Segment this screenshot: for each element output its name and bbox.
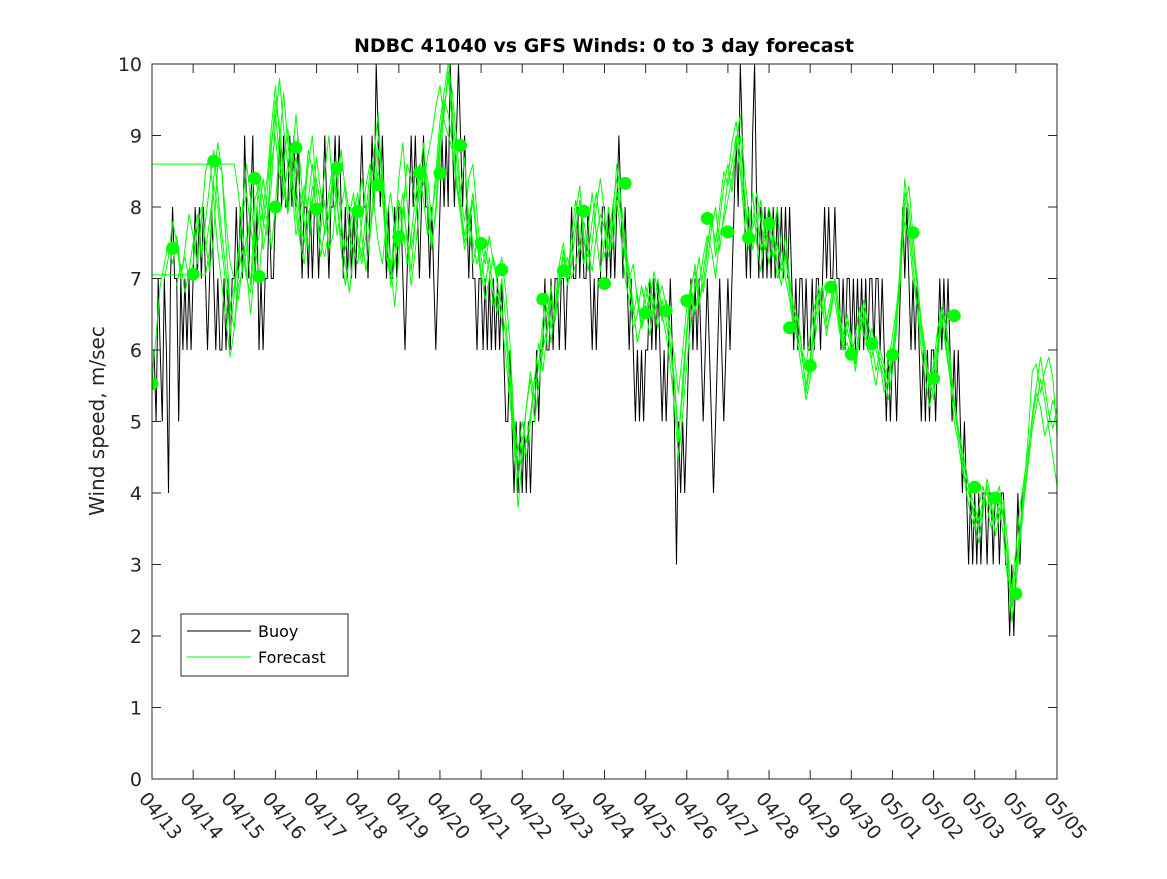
forecast-marker-18 <box>495 263 509 277</box>
forecast-marker-32 <box>803 359 817 373</box>
y-tick-label: 0 <box>130 769 142 791</box>
y-tick-label: 3 <box>130 555 142 577</box>
forecast-marker-7 <box>268 200 282 214</box>
y-tick-label: 1 <box>130 698 142 720</box>
forecast-marker-2 <box>166 242 180 255</box>
forecast-marker-26 <box>680 294 694 308</box>
forecast-marker-15 <box>433 166 447 180</box>
forecast-marker-40 <box>968 480 982 494</box>
forecast-marker-1 <box>152 377 159 391</box>
forecast-marker-9 <box>310 202 323 216</box>
forecast-marker-6 <box>252 269 266 283</box>
forecast-marker-34 <box>844 347 858 361</box>
forecast-marker-35 <box>865 337 879 351</box>
y-tick-label: 6 <box>130 340 142 362</box>
forecast-marker-38 <box>927 372 941 386</box>
forecast-run-line-6 <box>205 99 1057 622</box>
forecast-marker-11 <box>351 204 365 218</box>
y-axis-label: Wind speed, m/sec <box>85 326 109 516</box>
forecast-run-line-4 <box>163 78 1057 594</box>
y-tick-label: 4 <box>130 483 142 505</box>
forecast-marker-28 <box>721 225 735 239</box>
forecast-marker-39 <box>947 309 961 323</box>
legend: Buoy Forecast <box>180 613 349 677</box>
forecast-marker-42 <box>1009 587 1023 601</box>
forecast-marker-12 <box>371 178 385 192</box>
forecast-marker-23 <box>618 176 632 190</box>
forecast-marker-36 <box>886 348 899 362</box>
y-axis-ticks: 0 1 2 3 4 5 6 7 8 9 10 <box>118 54 1057 791</box>
forecast-marker-37 <box>906 226 920 240</box>
forecast-marker-30 <box>762 216 776 230</box>
forecast-marker-19 <box>536 292 550 306</box>
forecast-marker-10 <box>330 161 344 175</box>
forecast-marker-8 <box>289 141 303 155</box>
forecast-marker-22 <box>598 277 611 290</box>
forecast-marker-16 <box>454 139 467 152</box>
forecast-marker-25 <box>659 304 673 318</box>
legend-box <box>180 613 349 677</box>
y-tick-label: 8 <box>130 197 142 219</box>
forecast-marker-20 <box>556 264 570 278</box>
forecast-marker-3 <box>186 267 200 281</box>
forecast-marker-29 <box>742 231 755 245</box>
forecast-marker-14 <box>412 166 426 180</box>
y-tick-label: 10 <box>118 54 142 76</box>
forecast-marker-41 <box>988 491 1002 505</box>
forecast-marker-5 <box>248 171 262 185</box>
legend-label-forecast: Forecast <box>258 648 326 667</box>
y-tick-label: 9 <box>130 126 142 148</box>
y-tick-label: 5 <box>130 412 142 434</box>
legend-label-buoy: Buoy <box>258 622 298 641</box>
forecast-marker-27 <box>700 211 714 225</box>
chart-title: NDBC 41040 vs GFS Winds: 0 to 3 day fore… <box>354 35 854 57</box>
forecast-marker-4 <box>207 154 221 168</box>
forecast-marker-21 <box>577 204 591 218</box>
y-tick-label: 2 <box>130 626 142 648</box>
forecast-marker-13 <box>392 230 406 244</box>
y-tick-label: 7 <box>130 269 142 291</box>
series-layer <box>152 64 1057 637</box>
forecast-marker-31 <box>783 321 797 335</box>
forecast-marker-17 <box>474 237 488 250</box>
forecast-marker-33 <box>824 280 838 294</box>
forecast-marker-24 <box>639 306 653 320</box>
